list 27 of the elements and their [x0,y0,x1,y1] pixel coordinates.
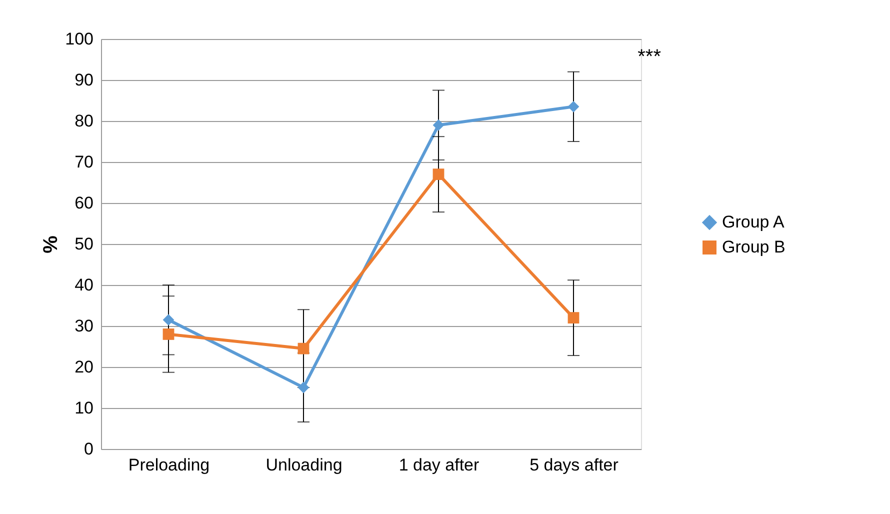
point [432,119,444,131]
y-tick-label: 0 [84,440,94,458]
point [162,328,174,340]
point [568,312,580,324]
point [432,168,444,180]
y-tick-label: 80 [74,112,94,130]
point [568,100,580,112]
y-tick-label: 40 [74,276,94,294]
x-tick-label: 1 day after [398,456,480,474]
x-tick-label: 5 days after [530,456,619,474]
y-tick-label: 60 [74,194,94,212]
y-tick-label: 70 [74,152,94,172]
point [298,382,310,394]
point [162,314,174,326]
y-tick-label: 90 [74,70,94,90]
x-tick-label: Preloading [128,456,210,474]
y-tick-label: 30 [74,316,94,336]
legend-label: Group A [722,212,786,232]
y-tick-label: 10 [74,398,94,418]
legend-label: Group B [722,238,786,256]
y-axis-title: % [40,235,62,254]
annotation: *** [638,46,662,68]
y-tick-label: 100 [65,30,94,48]
y-tick-label: 50 [74,234,94,254]
point [298,342,310,354]
x-tick-label: Unloading [266,456,342,474]
y-tick-label: 20 [74,358,94,376]
